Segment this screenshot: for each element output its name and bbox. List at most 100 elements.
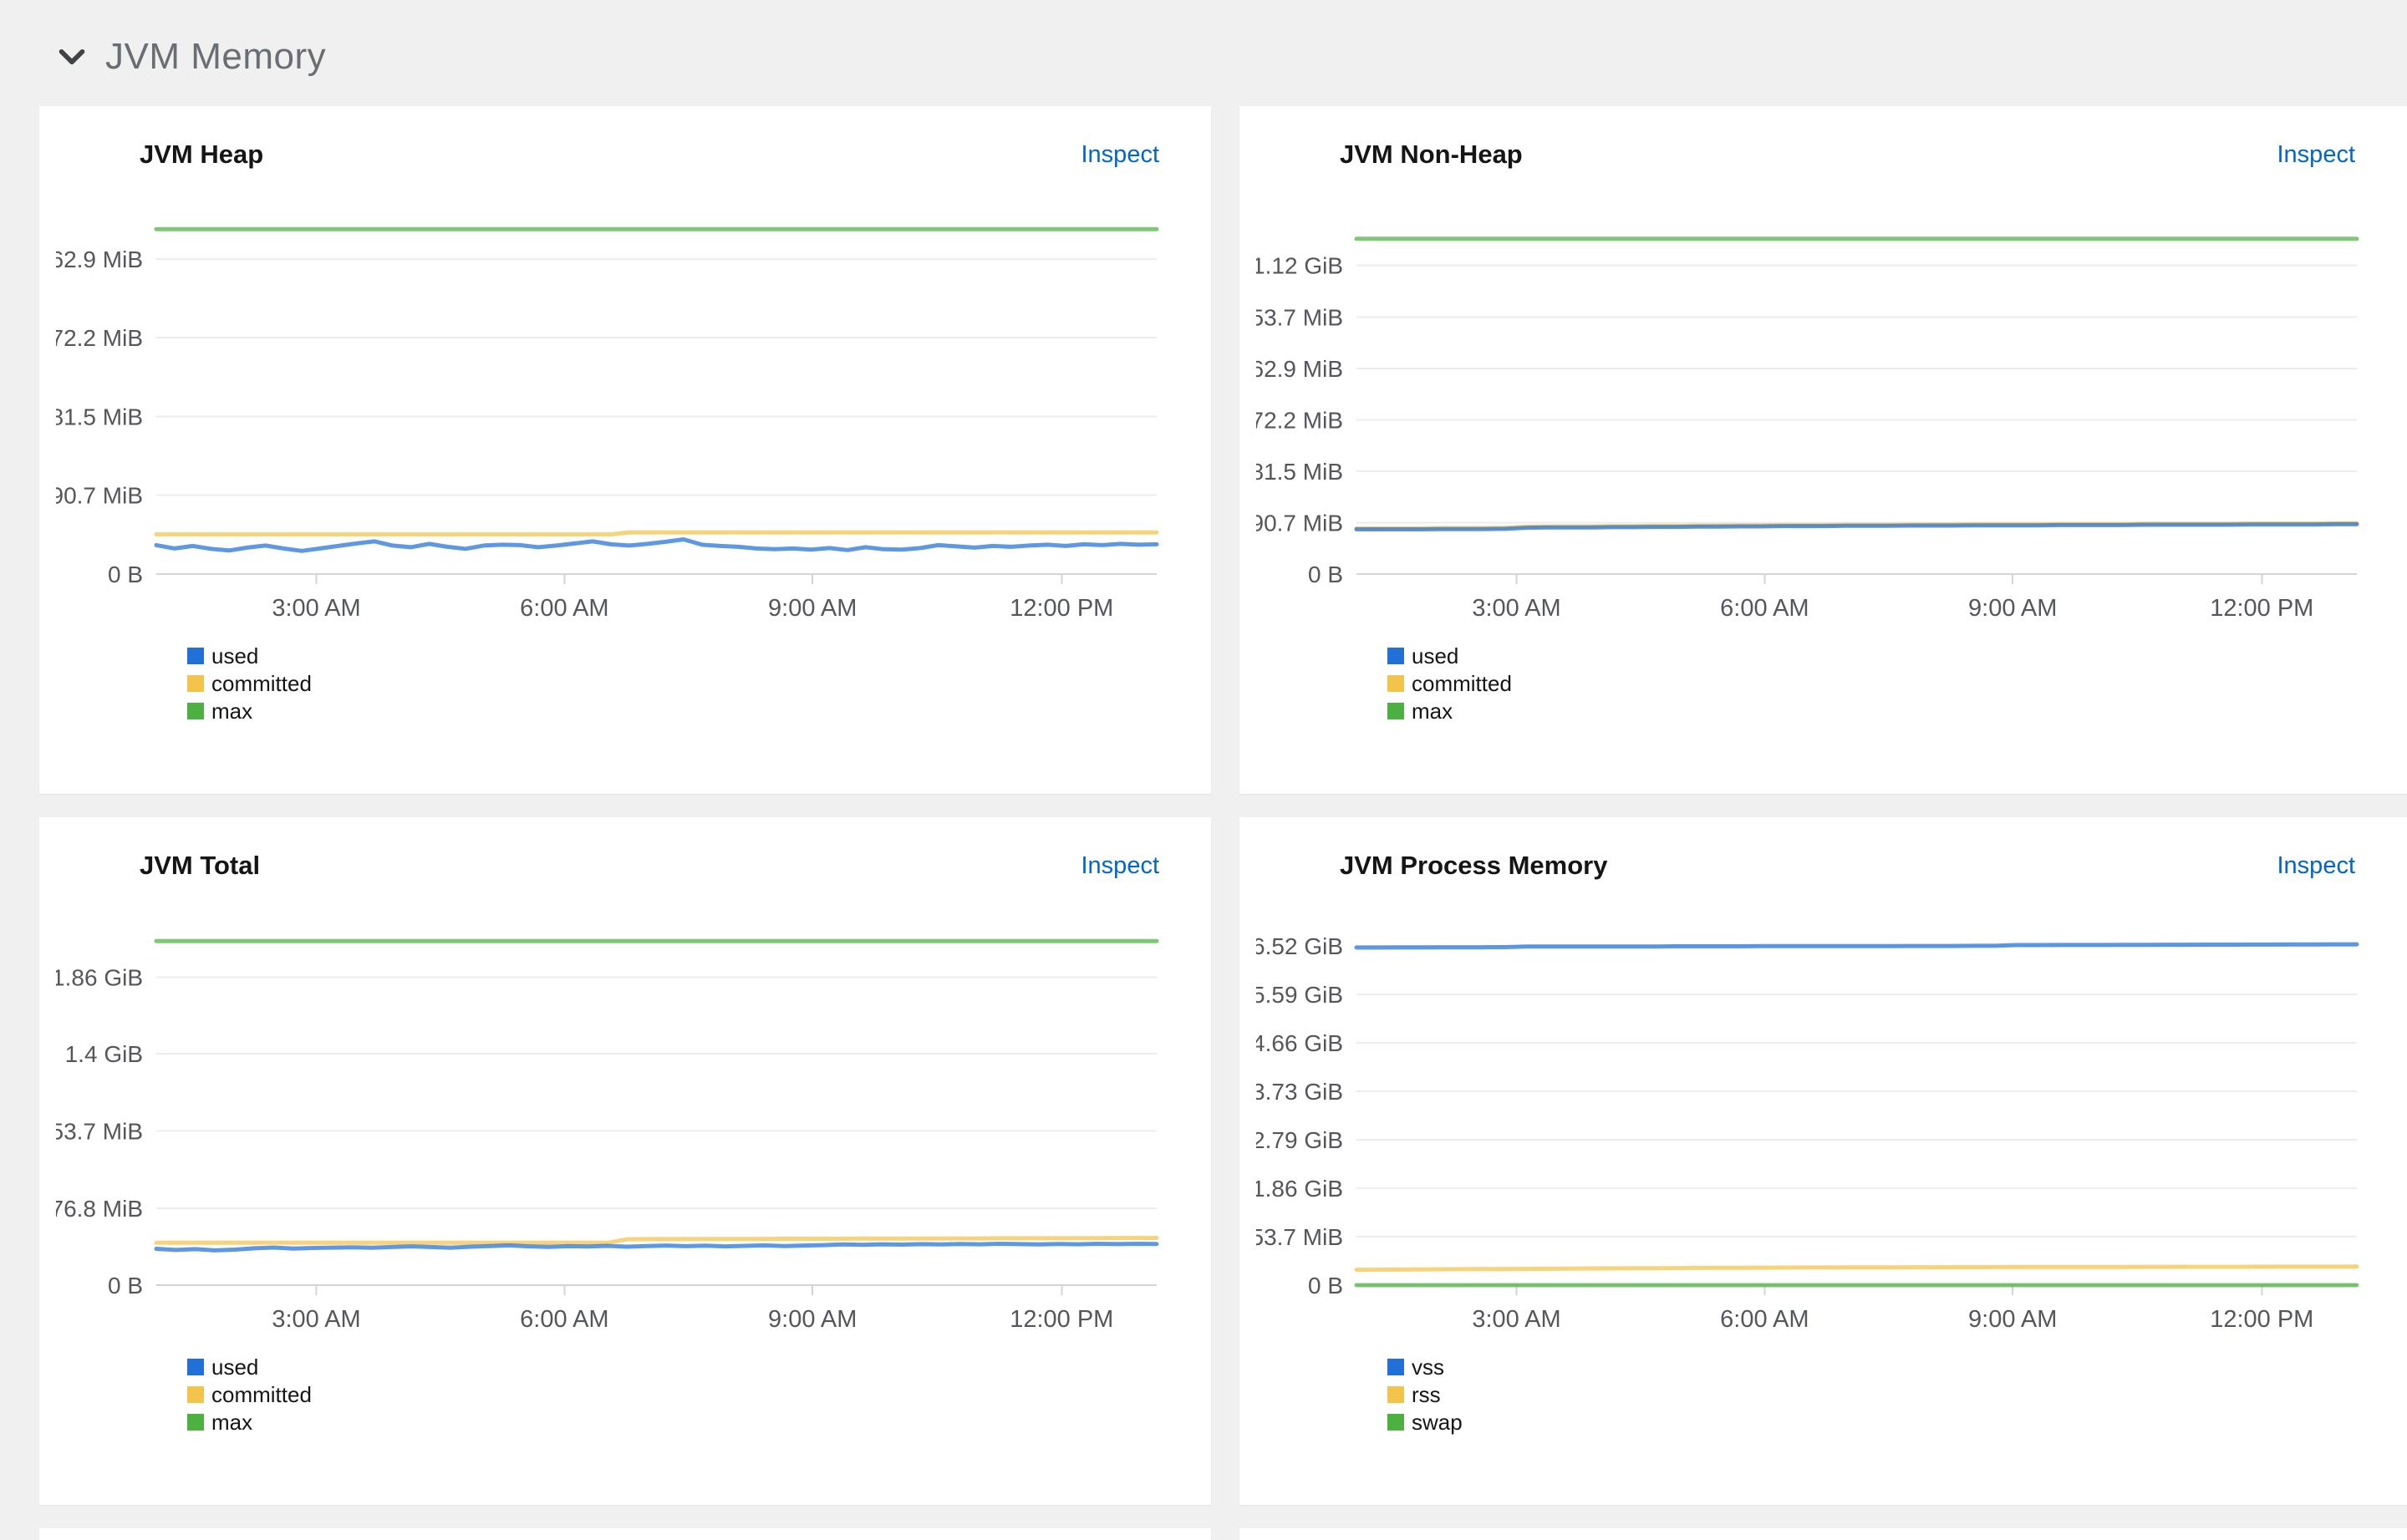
inspect-link[interactable]: Inspect (2277, 140, 2356, 168)
svg-text:9:00 AM: 9:00 AM (768, 595, 857, 622)
legend-label: used (211, 643, 259, 668)
section-header[interactable]: JVM Memory (0, 0, 2407, 84)
legend-item-max[interactable]: max (187, 1408, 1211, 1436)
legend-swatch-green (1387, 1413, 1404, 1431)
svg-text:6:00 AM: 6:00 AM (520, 1306, 608, 1333)
legend-swatch-blue (1387, 647, 1404, 664)
jvm-heap-legend: used committed max (187, 642, 1211, 724)
svg-text:6:00 AM: 6:00 AM (520, 595, 608, 622)
svg-text:9:00 AM: 9:00 AM (768, 1306, 857, 1333)
svg-text:12:00 PM: 12:00 PM (2210, 595, 2313, 622)
jvm-heap-chart[interactable]: 762.9 MiB 572.2 MiB 381.5 MiB 190.7 MiB 0 B 3… (38, 190, 1172, 624)
svg-text:3:00 AM: 3:00 AM (272, 1306, 360, 1333)
svg-text:190.7 MiB: 190.7 MiB (1256, 511, 1343, 536)
legend-label: used (211, 1354, 259, 1380)
inspect-link[interactable]: Inspect (2277, 851, 2356, 879)
legend-item-max[interactable]: max (1387, 697, 2407, 724)
svg-text:0 B: 0 B (108, 562, 143, 587)
chevron-down-icon-svg (59, 48, 85, 65)
svg-text:476.8 MiB: 476.8 MiB (56, 1196, 143, 1222)
panel-title: JVM Non-Heap (1340, 140, 1523, 169)
legend-swatch-green (187, 1413, 204, 1431)
panel-jvm-process-memory: JVM Process Memory Inspect 6.52 GiB 5.59 … (1238, 817, 2407, 1505)
svg-text:0 B: 0 B (108, 1273, 143, 1299)
peek-card (1239, 1528, 2407, 1540)
legend-label: used (1412, 643, 1459, 668)
legend-label: committed (211, 670, 312, 696)
panel-jvm-non-heap: JVM Non-Heap Inspect 1.12 GiB 953.7 MiB 76… (1238, 106, 2407, 794)
svg-text:762.9 MiB: 762.9 MiB (56, 247, 143, 272)
peek-card (39, 1528, 1211, 1540)
next-section-peek (0, 1528, 2407, 1540)
svg-text:0 B: 0 B (1308, 1273, 1343, 1299)
legend-item-used[interactable]: used (187, 1353, 1211, 1380)
jvm-non-heap-chart[interactable]: 1.12 GiB 953.7 MiB 762.9 MiB 572.2 MiB 381.5… (1238, 190, 2372, 624)
legend-swatch-green (187, 702, 204, 719)
legend-item-swap[interactable]: swap (1387, 1408, 2407, 1436)
panel-title: JVM Process Memory (1340, 851, 1608, 880)
svg-text:6:00 AM: 6:00 AM (1720, 595, 1809, 622)
svg-text:1.12 GiB: 1.12 GiB (1256, 252, 1343, 278)
legend-swatch-blue (187, 647, 204, 664)
legend-item-used[interactable]: used (1387, 642, 2407, 669)
jvm-total-chart[interactable]: 1.86 GiB 1.4 GiB 953.7 MiB 476.8 MiB 0 B 3:00… (38, 901, 1172, 1335)
jvm-non-heap-legend: used committed max (1387, 642, 2407, 724)
legend-label: vss (1412, 1354, 1444, 1380)
legend-label: committed (1412, 670, 1512, 696)
panel-jvm-total: JVM Total Inspect 1.86 GiB 1.4 GiB 953.7 M… (38, 817, 1211, 1505)
legend-swatch-gold (187, 1385, 204, 1403)
legend-label: max (211, 698, 253, 724)
svg-text:12:00 PM: 12:00 PM (1010, 1306, 1113, 1333)
legend-swatch-gold (1387, 674, 1404, 692)
legend-label: rss (1412, 1381, 1441, 1407)
svg-text:3.73 GiB: 3.73 GiB (1256, 1079, 1343, 1105)
legend-item-max[interactable]: max (187, 697, 1211, 724)
panel-title: JVM Heap (140, 140, 264, 169)
svg-text:1.86 GiB: 1.86 GiB (1256, 1176, 1343, 1202)
legend-item-committed[interactable]: committed (1387, 669, 2407, 697)
legend-swatch-gold (1387, 1385, 1404, 1403)
legend-item-committed[interactable]: committed (187, 1380, 1211, 1408)
chevron-down-icon[interactable] (53, 38, 90, 75)
svg-text:5.59 GiB: 5.59 GiB (1256, 982, 1343, 1008)
legend-item-rss[interactable]: rss (1387, 1380, 2407, 1408)
inspect-link[interactable]: Inspect (1081, 140, 1160, 168)
svg-text:572.2 MiB: 572.2 MiB (56, 325, 143, 351)
legend-swatch-blue (1387, 1358, 1404, 1375)
jvm-process-memory-legend: vss rss swap (1387, 1353, 2407, 1436)
svg-text:12:00 PM: 12:00 PM (2210, 1306, 2313, 1333)
svg-text:190.7 MiB: 190.7 MiB (56, 483, 143, 509)
legend-label: swap (1412, 1409, 1463, 1435)
svg-text:3:00 AM: 3:00 AM (272, 595, 360, 622)
svg-text:6:00 AM: 6:00 AM (1720, 1306, 1809, 1333)
legend-item-committed[interactable]: committed (187, 669, 1211, 697)
svg-text:9:00 AM: 9:00 AM (1968, 1306, 2057, 1333)
svg-text:1.86 GiB: 1.86 GiB (56, 964, 143, 990)
jvm-total-legend: used committed max (187, 1353, 1211, 1436)
jvm-process-memory-chart[interactable]: 6.52 GiB 5.59 GiB 4.66 GiB 3.73 GiB 2.79 GiB… (1238, 901, 2372, 1335)
svg-text:4.66 GiB: 4.66 GiB (1256, 1030, 1343, 1056)
svg-text:953.7 MiB: 953.7 MiB (1256, 305, 1343, 331)
svg-text:953.7 MiB: 953.7 MiB (56, 1119, 143, 1145)
svg-text:3:00 AM: 3:00 AM (1472, 595, 1560, 622)
svg-text:381.5 MiB: 381.5 MiB (1256, 459, 1343, 485)
svg-text:3:00 AM: 3:00 AM (1472, 1306, 1560, 1333)
svg-text:12:00 PM: 12:00 PM (1010, 595, 1113, 622)
svg-text:9:00 AM: 9:00 AM (1968, 595, 2057, 622)
legend-swatch-blue (187, 1358, 204, 1375)
legend-label: max (1412, 698, 1453, 724)
legend-swatch-gold (187, 674, 204, 692)
svg-text:572.2 MiB: 572.2 MiB (1256, 408, 1343, 434)
dashboard-grid: JVM Heap Inspect 762.9 MiB 572.2 MiB 381.5… (0, 84, 2407, 1505)
svg-text:953.7 MiB: 953.7 MiB (1256, 1224, 1343, 1250)
inspect-link[interactable]: Inspect (1081, 851, 1160, 879)
legend-item-vss[interactable]: vss (1387, 1353, 2407, 1380)
svg-text:2.79 GiB: 2.79 GiB (1256, 1127, 1343, 1153)
svg-text:1.4 GiB: 1.4 GiB (65, 1041, 143, 1067)
legend-swatch-green (1387, 702, 1404, 719)
legend-item-used[interactable]: used (187, 642, 1211, 669)
svg-text:6.52 GiB: 6.52 GiB (1256, 933, 1343, 959)
svg-text:381.5 MiB: 381.5 MiB (56, 404, 143, 429)
svg-text:0 B: 0 B (1308, 562, 1343, 587)
panel-jvm-heap: JVM Heap Inspect 762.9 MiB 572.2 MiB 381.5… (38, 106, 1211, 794)
